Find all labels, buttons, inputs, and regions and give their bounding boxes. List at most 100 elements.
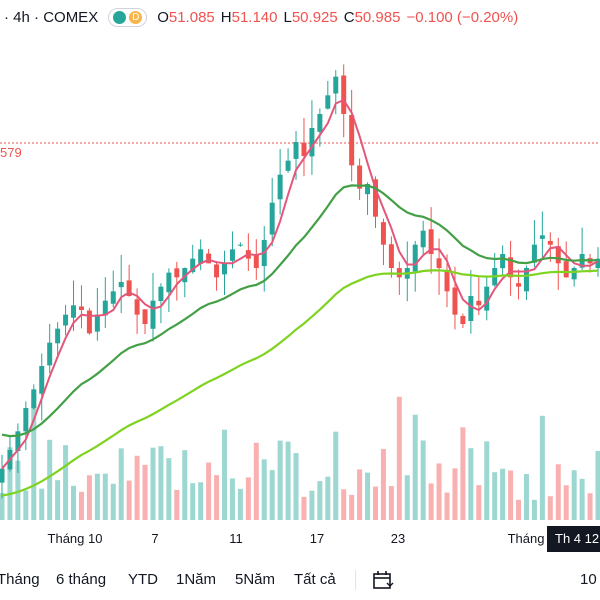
x-tick-label: 11 bbox=[229, 531, 243, 546]
candle-body bbox=[0, 468, 5, 483]
candle-body bbox=[31, 389, 37, 409]
candle-body bbox=[206, 253, 212, 264]
candle-body bbox=[134, 299, 140, 315]
delayed-badge: D bbox=[129, 10, 143, 24]
candle-body bbox=[563, 261, 569, 278]
volume-bar bbox=[134, 455, 140, 520]
volume-bar bbox=[78, 491, 84, 520]
volume-bar bbox=[126, 480, 132, 520]
price-chart[interactable] bbox=[0, 0, 600, 560]
status-badges[interactable]: D bbox=[108, 7, 148, 27]
volume-bar bbox=[595, 450, 600, 520]
volume-bar bbox=[47, 439, 53, 520]
volume-bar bbox=[325, 476, 331, 520]
candle-body bbox=[412, 244, 418, 272]
volume-bar bbox=[516, 499, 522, 520]
volume-bar bbox=[102, 473, 108, 520]
market-status-icon bbox=[113, 10, 127, 24]
range-month-button[interactable]: Tháng bbox=[0, 571, 40, 588]
high-value: H51.140 bbox=[220, 8, 278, 26]
change-value: −0.100 (−0.20%) bbox=[406, 8, 519, 26]
candle-body bbox=[94, 314, 100, 332]
candle-body bbox=[150, 300, 156, 329]
candle-body bbox=[277, 174, 283, 200]
candle-body bbox=[269, 202, 275, 235]
volume-bar bbox=[444, 492, 450, 520]
volume-bar bbox=[182, 450, 188, 520]
x-tick-label: Tháng bbox=[507, 531, 545, 546]
volume-bar bbox=[253, 442, 259, 520]
volume-bar bbox=[118, 448, 124, 520]
timezone-text[interactable]: 10 bbox=[580, 571, 597, 588]
price-line-label: 579 bbox=[0, 145, 22, 160]
candle-body bbox=[531, 244, 537, 263]
low-value: L50.925 bbox=[283, 8, 338, 26]
candle-body bbox=[357, 165, 363, 189]
candle-body bbox=[388, 244, 394, 268]
candle-body bbox=[349, 114, 355, 166]
candle-body bbox=[555, 246, 561, 264]
crosshair-time-label: Th 4 12 bbox=[547, 526, 600, 552]
volume-bar bbox=[174, 489, 180, 520]
toolbar-divider bbox=[355, 570, 356, 590]
candle-body bbox=[39, 366, 45, 394]
candle-body bbox=[317, 114, 323, 132]
volume-bar bbox=[206, 462, 212, 520]
candle-body bbox=[222, 263, 228, 275]
range-all-button[interactable]: Tất cả bbox=[294, 571, 336, 588]
range-6-month-button[interactable]: 6 tháng bbox=[56, 571, 107, 588]
volume-bar bbox=[579, 478, 585, 520]
volume-bar bbox=[166, 458, 172, 520]
candle-body bbox=[523, 268, 529, 292]
volume-bar bbox=[309, 490, 315, 520]
candle-body bbox=[214, 264, 220, 278]
candle-body bbox=[595, 258, 600, 268]
range-1-year-button[interactable]: 1Năm bbox=[176, 571, 217, 588]
x-tick-label: 23 bbox=[390, 531, 406, 546]
volume-bar bbox=[158, 446, 164, 520]
candle-body bbox=[110, 291, 116, 304]
candle-body bbox=[15, 431, 21, 452]
volume-bar bbox=[420, 440, 426, 520]
volume-bar bbox=[23, 490, 29, 520]
candle-body bbox=[476, 300, 482, 306]
close-value: C50.985 bbox=[343, 8, 401, 26]
candle-body bbox=[460, 316, 466, 324]
calendar-icon[interactable] bbox=[372, 570, 394, 590]
volume-bar bbox=[365, 472, 371, 520]
volume-bar bbox=[587, 493, 593, 520]
volume-bar bbox=[523, 474, 529, 520]
volume-bar bbox=[468, 448, 474, 520]
ma-mid-line bbox=[1, 184, 599, 438]
volume-bar bbox=[436, 463, 442, 520]
volume-bar bbox=[341, 489, 347, 520]
ma-slow-line bbox=[1, 269, 599, 497]
volume-bar bbox=[563, 485, 569, 520]
candle-body bbox=[118, 282, 124, 288]
volume-bar bbox=[492, 472, 498, 520]
volume-bar bbox=[63, 445, 69, 520]
candle-body bbox=[508, 257, 514, 278]
volume-bar bbox=[357, 469, 363, 520]
volume-bar bbox=[508, 470, 514, 520]
volume-bar bbox=[198, 482, 204, 520]
candle-body bbox=[444, 269, 450, 292]
volume-bar bbox=[55, 480, 61, 520]
volume-bar bbox=[349, 494, 355, 520]
range-5-year-button[interactable]: 5Năm bbox=[235, 571, 276, 588]
symbol-title[interactable]: Bạc · 4h · COMEX bbox=[0, 8, 99, 26]
volume-bar bbox=[142, 464, 148, 520]
candle-body bbox=[174, 268, 180, 278]
volume-bar bbox=[404, 475, 410, 520]
volume-bar bbox=[500, 468, 506, 520]
volume-bar bbox=[245, 477, 251, 520]
candle-body bbox=[142, 309, 148, 324]
candle-body bbox=[333, 76, 339, 94]
volume-bar bbox=[396, 396, 402, 520]
volume-bar bbox=[150, 447, 156, 520]
volume-bar bbox=[261, 459, 267, 520]
range-ytd-button[interactable]: YTD bbox=[128, 571, 158, 588]
candle-body bbox=[293, 142, 299, 159]
candle-body bbox=[468, 296, 474, 322]
